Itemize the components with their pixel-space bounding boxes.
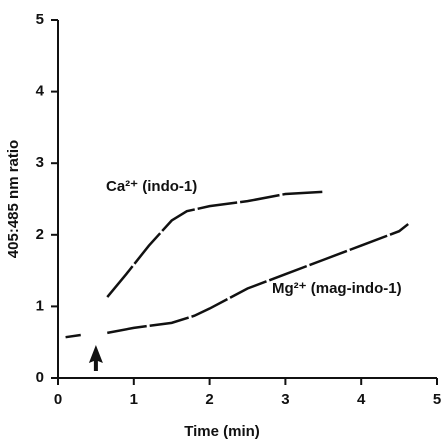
y-tick-label: 1 — [36, 297, 44, 314]
y-tick-label: 5 — [36, 11, 44, 28]
y-tick-label: 4 — [36, 83, 45, 100]
x-axis-label: Time (min) — [184, 423, 260, 440]
x-tick-label: 2 — [205, 391, 213, 408]
series-label: Ca²⁺ (indo-1) — [106, 178, 197, 195]
y-tick-label: 3 — [36, 154, 44, 171]
arrow — [88, 345, 103, 371]
x-tick-label: 3 — [281, 391, 289, 408]
y-tick-label: 2 — [36, 226, 44, 243]
series-line — [106, 190, 324, 298]
x-tick-label: 4 — [357, 391, 366, 408]
y-tick-label: 0 — [36, 369, 44, 386]
y-axis-label: 405:485 nm ratio — [5, 140, 22, 258]
series-line — [65, 223, 409, 339]
series-label: Mg²⁺ (mag-indo-1) — [272, 280, 402, 297]
x-tick-label: 0 — [54, 391, 62, 408]
x-tick-label: 5 — [433, 391, 441, 408]
x-tick-label: 1 — [130, 391, 138, 408]
